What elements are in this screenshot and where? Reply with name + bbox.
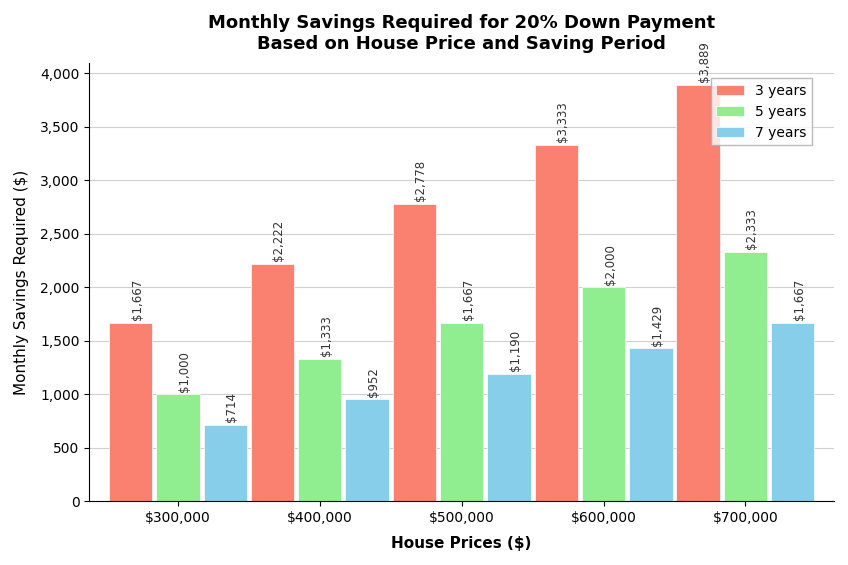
- Text: $1,190: $1,190: [509, 330, 522, 371]
- Bar: [251, 263, 294, 501]
- Text: $1,667: $1,667: [461, 279, 475, 320]
- Title: Monthly Savings Required for 20% Down Payment
Based on House Price and Saving Pe: Monthly Savings Required for 20% Down Pa…: [208, 14, 715, 53]
- Bar: [393, 204, 436, 501]
- Bar: [345, 399, 388, 501]
- Bar: [204, 425, 247, 501]
- Text: $1,000: $1,000: [178, 351, 191, 392]
- Text: $3,333: $3,333: [556, 101, 569, 142]
- Bar: [488, 374, 531, 501]
- Bar: [109, 323, 153, 501]
- Bar: [156, 394, 199, 501]
- Y-axis label: Monthly Savings Required ($): Monthly Savings Required ($): [14, 170, 29, 394]
- Text: $3,889: $3,889: [698, 42, 711, 82]
- Legend: 3 years, 5 years, 7 years: 3 years, 5 years, 7 years: [711, 79, 812, 145]
- Bar: [723, 251, 767, 501]
- Text: $2,333: $2,333: [745, 208, 758, 249]
- Text: $714: $714: [226, 392, 238, 422]
- Text: $1,429: $1,429: [651, 305, 664, 346]
- Bar: [582, 287, 625, 501]
- Bar: [771, 323, 814, 501]
- Bar: [629, 349, 672, 501]
- Text: $1,667: $1,667: [131, 279, 143, 320]
- Text: $952: $952: [367, 367, 380, 397]
- Bar: [440, 323, 483, 501]
- Text: $1,333: $1,333: [320, 315, 332, 356]
- Text: $2,222: $2,222: [272, 220, 286, 261]
- Text: $2,000: $2,000: [604, 244, 616, 285]
- X-axis label: House Prices ($): House Prices ($): [392, 536, 532, 551]
- Text: $2,778: $2,778: [415, 160, 427, 201]
- Bar: [534, 145, 578, 501]
- Bar: [298, 359, 342, 501]
- Bar: [677, 85, 720, 501]
- Text: $1,667: $1,667: [793, 279, 806, 320]
